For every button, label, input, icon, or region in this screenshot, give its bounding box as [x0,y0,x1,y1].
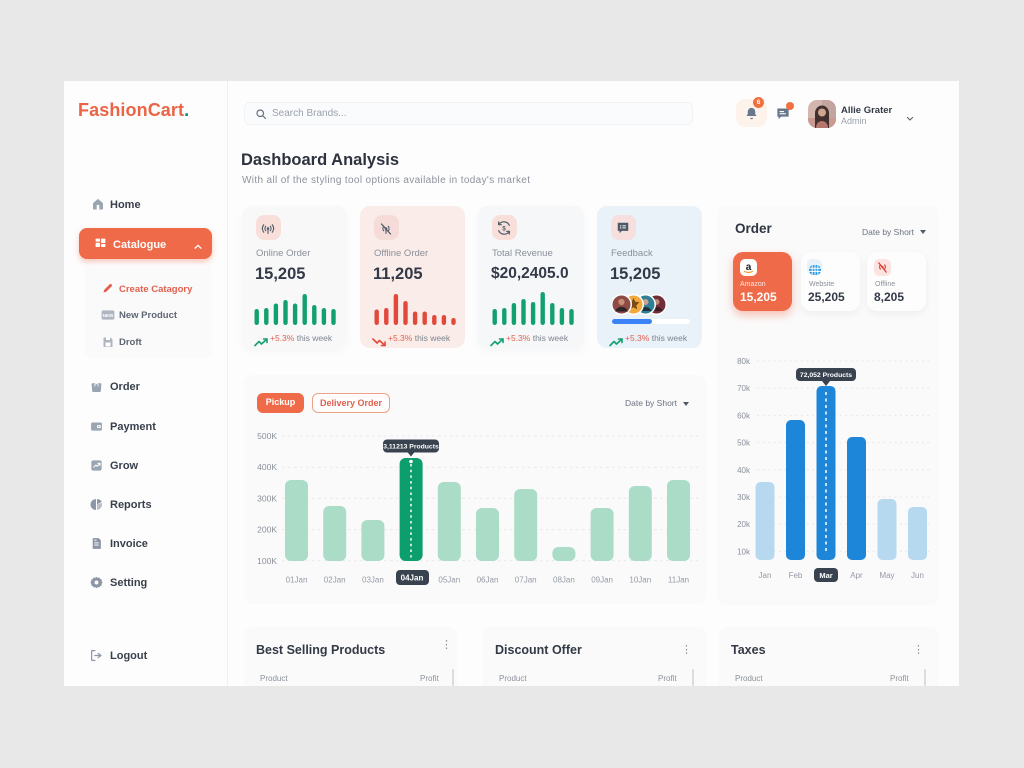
svg-text:60k: 60k [737,411,751,420]
svg-text:Jan: Jan [759,571,772,580]
svg-text:Apr: Apr [850,571,863,580]
svg-text:20k: 20k [737,520,751,529]
svg-text:03Jan: 03Jan [362,576,384,585]
svg-text:06Jan: 06Jan [477,576,499,585]
svg-text:300K: 300K [257,493,277,503]
svg-text:Jun: Jun [911,571,924,580]
svg-text:07Jan: 07Jan [515,576,537,585]
svg-text:100K: 100K [257,556,277,566]
svg-text:Mar: Mar [819,571,832,580]
svg-text:04Jan: 04Jan [401,574,424,583]
svg-text:Feb: Feb [789,571,803,580]
svg-text:70k: 70k [737,384,751,393]
svg-text:72,052 Products: 72,052 Products [800,372,852,379]
svg-text:10k: 10k [737,547,751,556]
svg-text:500K: 500K [257,431,277,441]
svg-text:80k: 80k [737,357,751,366]
svg-text:30k: 30k [737,493,751,502]
svg-text:40k: 40k [737,466,751,475]
svg-text:08Jan: 08Jan [553,576,575,585]
svg-text:11Jan: 11Jan [668,576,689,585]
svg-text:a: a [746,262,752,273]
svg-text:01Jan: 01Jan [286,576,308,585]
svg-text:05Jan: 05Jan [438,576,460,585]
svg-text:10Jan: 10Jan [629,576,651,585]
svg-text:200K: 200K [257,525,277,535]
svg-text:50k: 50k [737,439,751,448]
svg-text:May: May [879,571,894,580]
svg-text:09Jan: 09Jan [591,576,613,585]
svg-text:NEW: NEW [103,313,114,318]
svg-text:400K: 400K [257,462,277,472]
svg-text:3,11213 Products: 3,11213 Products [383,444,439,451]
svg-text:$: $ [502,225,506,232]
svg-text:02Jan: 02Jan [324,576,346,585]
